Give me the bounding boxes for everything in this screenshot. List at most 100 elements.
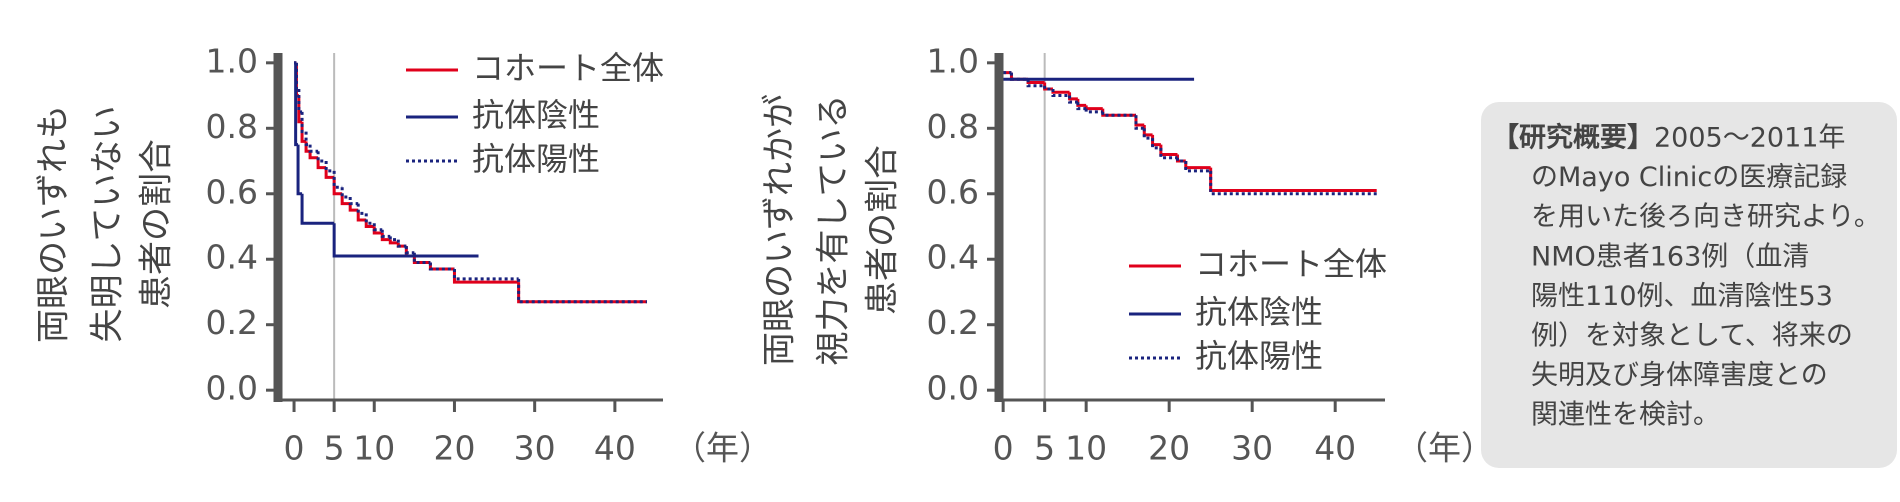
- km-step: [388, 236, 399, 242]
- km-step: [396, 239, 407, 248]
- note-line: 例）を対象として、将来の: [1531, 321, 1853, 352]
- km-step: [1026, 79, 1045, 88]
- km-step: [1101, 111, 1136, 117]
- km-step: [1043, 85, 1053, 91]
- km-step: [1134, 115, 1145, 127]
- legend-label: 抗体陰性: [1195, 293, 1323, 331]
- km-step: [356, 203, 367, 215]
- legend-label: コホート全体: [1195, 245, 1387, 283]
- note-line: のMayo Clinicの医療記録: [1531, 162, 1847, 193]
- y-tick-label: 0.2: [206, 303, 258, 342]
- km-step: [308, 144, 319, 153]
- y-tick-label: 0.6: [206, 172, 258, 211]
- x-tick-label: 20: [1148, 429, 1190, 468]
- note-line: 失明及び身体障害度との: [1531, 360, 1828, 391]
- km-step: [1084, 105, 1103, 111]
- km-step: [332, 170, 343, 189]
- legend-label: 抗体陰性: [472, 96, 600, 134]
- km-step: [1134, 115, 1145, 130]
- legend-label: コホート全体: [472, 49, 664, 87]
- y-axis-label: 視力を有している: [814, 95, 854, 366]
- km-step: [348, 197, 359, 206]
- legend-label: 抗体陽性: [472, 140, 600, 178]
- note-box: [1481, 102, 1897, 468]
- x-axis-label: （年）: [673, 429, 772, 468]
- km-step: [1084, 108, 1103, 114]
- y-axis-label: 両眼のいずれも: [34, 105, 74, 343]
- km-step: [1184, 161, 1211, 173]
- km-step: [1051, 89, 1070, 98]
- note-line: NMO患者163例（血清: [1531, 241, 1809, 272]
- note-line: 陽性110例、血清陰性53: [1531, 281, 1833, 312]
- km-step: [1159, 144, 1178, 156]
- x-tick-label: 0: [284, 429, 305, 468]
- note-heading: 【研究概要】: [1492, 122, 1654, 154]
- km-step: [340, 187, 351, 199]
- km-step: [452, 269, 519, 281]
- x-tick-label: 30: [514, 429, 556, 468]
- km-step: [304, 131, 311, 147]
- km-step: [1068, 92, 1078, 101]
- km-step: [316, 157, 327, 170]
- km-step: [452, 269, 519, 284]
- km-step: [316, 151, 327, 163]
- x-tick-label: 40: [594, 429, 636, 468]
- y-tick-label: 0.8: [206, 107, 258, 146]
- km-step: [324, 167, 335, 179]
- km-step: [517, 282, 647, 304]
- note-line: 関連性を検討。: [1531, 400, 1720, 431]
- km-step: [1076, 102, 1087, 111]
- y-tick-label: 1.0: [206, 41, 258, 80]
- km-step: [364, 213, 375, 225]
- km-step: [372, 223, 383, 232]
- km-step: [294, 62, 299, 91]
- km-step: [340, 193, 351, 206]
- km-step: [388, 239, 399, 245]
- y-tick-label: 0.6: [927, 172, 979, 211]
- km-step: [517, 278, 647, 304]
- km-step: [1068, 95, 1078, 104]
- km-step: [1209, 170, 1377, 196]
- km-step: [1175, 157, 1186, 163]
- y-tick-label: 0.4: [206, 238, 258, 277]
- km-step: [296, 144, 303, 196]
- note-line: 2005〜2011年: [1654, 123, 1845, 154]
- km-step: [1051, 89, 1070, 94]
- km-step: [380, 229, 391, 238]
- km-step: [404, 246, 415, 255]
- y-tick-label: 0.0: [206, 369, 258, 408]
- km-step: [1159, 147, 1178, 160]
- km-step: [1209, 167, 1377, 192]
- y-axis-label: 両眼のいずれかが: [760, 94, 800, 366]
- y-tick-label: 0.2: [927, 303, 979, 342]
- km-step: [348, 203, 359, 212]
- km-step: [1184, 161, 1211, 170]
- x-tick-label: 20: [433, 429, 475, 468]
- note-line: を用いた後ろ向き研究より。: [1531, 202, 1881, 233]
- x-tick-label: 30: [1231, 429, 1273, 468]
- km-step: [297, 95, 303, 124]
- km-step: [428, 262, 455, 271]
- x-tick-label: 40: [1314, 429, 1356, 468]
- x-axis-label: （年）: [1395, 429, 1494, 468]
- x-tick-label: 5: [324, 429, 345, 468]
- km-step: [324, 161, 335, 173]
- y-tick-label: 0.8: [927, 107, 979, 146]
- y-axis-label: 患者の割合: [863, 145, 903, 315]
- x-tick-label: 0: [993, 429, 1014, 468]
- y-tick-label: 0.4: [927, 238, 979, 277]
- y-tick-label: 1.0: [927, 41, 979, 80]
- km-step: [300, 111, 307, 134]
- y-axis-label: 失明していない: [88, 106, 128, 343]
- y-axis-label: 患者の割合: [137, 139, 177, 309]
- km-step: [332, 223, 479, 258]
- x-tick-label: 10: [1065, 429, 1107, 468]
- km-step: [1009, 72, 1029, 81]
- y-tick-label: 0.0: [927, 369, 979, 408]
- x-tick-label: 5: [1034, 429, 1055, 468]
- km-step: [412, 252, 431, 265]
- km-step: [356, 210, 367, 222]
- legend-label: 抗体陽性: [1195, 337, 1323, 375]
